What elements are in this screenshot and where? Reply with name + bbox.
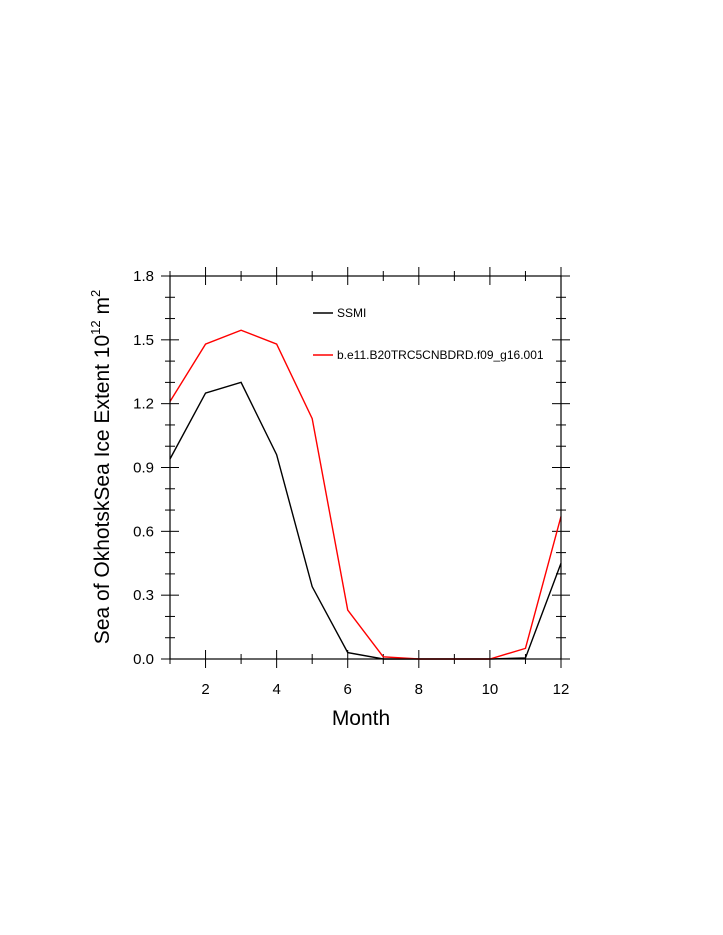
y-tick-label: 0.0 [133, 651, 154, 668]
y-tick-label: 1.8 [133, 268, 154, 285]
legend: SSMI b.e11.B20TRC5CNBDRD.f09_g16.001 [313, 306, 544, 362]
tick-label-layer: 2 4 6 8 10 12 0.0 0.3 0.6 0.9 1.2 1.5 1.8 [133, 268, 569, 698]
x-tick-label: 4 [272, 681, 280, 698]
x-tick-label: 8 [415, 681, 423, 698]
y-axis-title-unit: m [91, 297, 114, 320]
series-layer [169, 329, 562, 660]
series-line-0 [169, 381, 562, 660]
x-tick-label: 12 [553, 681, 570, 698]
y-tick-label: 0.3 [133, 587, 154, 604]
y-axis-title-unit-exp: 2 [88, 290, 103, 297]
x-axis-title: Month [332, 707, 390, 730]
y-tick-label: 0.6 [133, 523, 154, 540]
legend-label-model: b.e11.B20TRC5CNBDRD.f09_g16.001 [337, 348, 544, 362]
plot-frame [169, 275, 562, 660]
y-axis-title-exp: 12 [88, 320, 103, 334]
y-tick-label: 1.5 [133, 332, 154, 349]
legend-label-ssmi: SSMI [337, 306, 366, 320]
y-axis-title-main: Sea of OkhotskSea Ice Extent 10 [91, 335, 114, 644]
tick-layer [161, 267, 570, 668]
series-line-1 [169, 329, 562, 660]
x-tick-label: 2 [201, 681, 209, 698]
x-tick-label: 6 [344, 681, 352, 698]
x-tick-label: 10 [482, 681, 499, 698]
y-tick-label: 1.2 [133, 396, 154, 413]
y-axis-title: Sea of OkhotskSea Ice Extent 1012 m2 [88, 290, 114, 644]
y-tick-label: 0.9 [133, 460, 154, 477]
